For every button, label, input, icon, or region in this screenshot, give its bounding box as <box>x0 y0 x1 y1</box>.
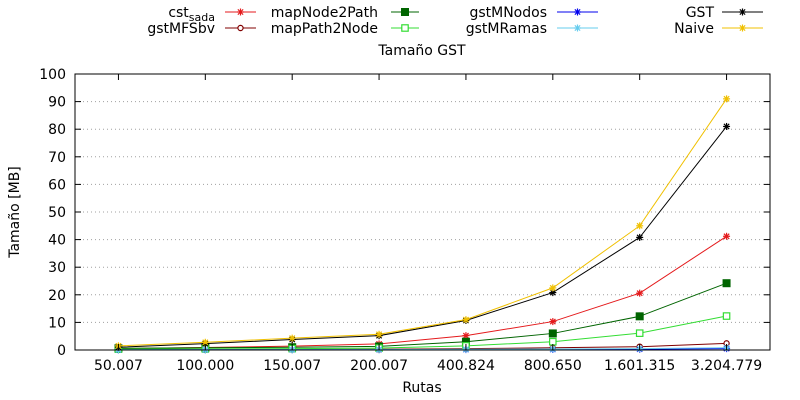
legend-entry-GST: GST <box>686 5 763 21</box>
legend-entry-mapPath2Node: mapPath2Node <box>271 21 419 37</box>
y-tick-label: 20 <box>48 288 66 304</box>
x-tick-label: 800.650 <box>524 358 582 374</box>
y-tick-label: 90 <box>48 95 66 111</box>
legend-label-subscript: sada <box>189 11 215 24</box>
legend-label: mapNode2Path <box>271 5 378 21</box>
x-tick-label: 100.000 <box>176 358 234 374</box>
data-point <box>549 318 557 326</box>
legend-marker <box>574 24 581 32</box>
series-Naive <box>114 95 731 350</box>
data-point <box>636 222 644 230</box>
x-tick-label: 200.007 <box>350 358 408 374</box>
grid-layer <box>75 101 770 323</box>
legend-marker <box>401 24 409 32</box>
data-point <box>723 122 731 130</box>
series-layer <box>114 95 731 354</box>
series-line <box>118 282 727 349</box>
axis-layer: 0 10 20 30 40 50 60 70 80 90 100 50.007 100.000 150.0… <box>39 67 770 374</box>
legend-label: cstsada <box>168 5 215 24</box>
x-tick-label: 50.007 <box>94 358 143 374</box>
y-tick-label: 0 <box>57 343 66 359</box>
series-line <box>118 98 727 347</box>
chart-title: Tamaño GST <box>377 43 466 59</box>
data-point <box>636 289 644 297</box>
data-point <box>722 279 731 288</box>
y-tick-label: 40 <box>48 233 66 249</box>
y-tick-label: 50 <box>48 205 66 221</box>
data-point <box>548 329 557 338</box>
data-point <box>549 337 557 346</box>
legend-marker <box>739 24 746 32</box>
legend-label-base: cst <box>168 5 189 21</box>
x-tick-label: 1.601.315 <box>604 358 675 374</box>
data-point <box>462 316 470 324</box>
y-tick-label: 10 <box>48 315 66 331</box>
legend-label: gstMRamas <box>466 21 547 37</box>
y-tick-label: 30 <box>48 260 66 276</box>
legend-entry-gstMFSbv: gstMFSbv <box>147 21 256 37</box>
x-tick-label: 150.007 <box>263 358 321 374</box>
data-point <box>636 233 644 241</box>
series-line <box>118 315 727 350</box>
legend-entry-cst_sada: cstsada <box>168 5 256 24</box>
legend-marker <box>401 8 409 16</box>
legend-entry-mapNode2Path: mapNode2Path <box>271 5 419 21</box>
x-axis-title: Rutas <box>402 380 441 396</box>
data-point <box>288 334 296 342</box>
legend-label: gstMFSbv <box>147 21 215 37</box>
series-line <box>118 126 727 348</box>
series-line <box>118 235 727 350</box>
data-point <box>375 330 383 338</box>
y-tick-label: 60 <box>48 177 66 193</box>
data-point <box>549 289 557 297</box>
legend-entry-gstMNodos: gstMNodos <box>469 5 598 21</box>
data-point <box>635 329 644 337</box>
data-point <box>723 232 731 240</box>
y-axis-title: Tamaño [MB] <box>7 166 23 259</box>
y-tick-label: 70 <box>48 150 66 166</box>
legend-marker <box>237 24 244 32</box>
data-point <box>549 284 557 292</box>
legend-marker <box>574 8 581 16</box>
legend-label: mapPath2Node <box>271 21 378 37</box>
legend-label: gstMNodos <box>469 5 547 21</box>
x-tick-label: 3.204.779 <box>691 358 762 374</box>
data-point <box>723 95 731 103</box>
legend-label: GST <box>686 5 715 21</box>
data-point <box>722 312 731 320</box>
legend-marker <box>237 8 244 16</box>
legend-label: Naive <box>674 21 714 37</box>
data-point <box>635 312 644 321</box>
x-tick-label: 400.824 <box>437 358 495 374</box>
y-tick-label: 80 <box>48 122 66 138</box>
legend-marker <box>739 8 746 16</box>
legend-entry-gstMRamas: gstMRamas <box>466 21 598 37</box>
legend-entry-Naive: Naive <box>674 21 763 37</box>
y-tick-label: 100 <box>39 67 66 83</box>
